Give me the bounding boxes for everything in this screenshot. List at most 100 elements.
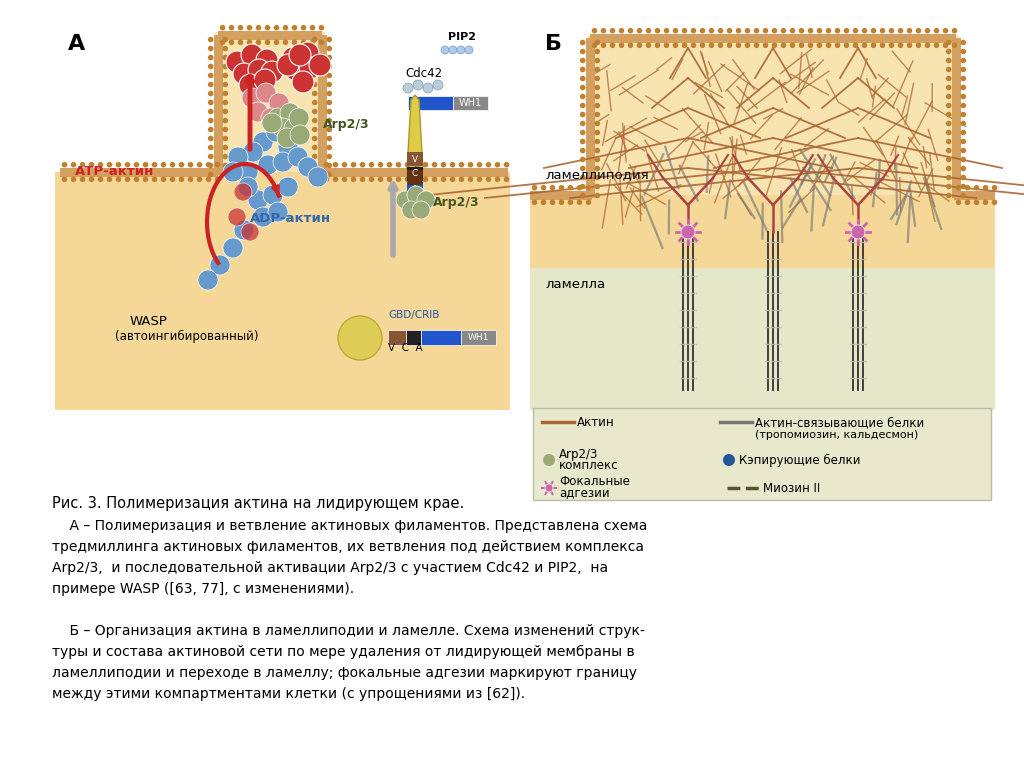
Circle shape [206, 162, 211, 167]
Circle shape [312, 82, 317, 87]
Circle shape [233, 63, 255, 85]
Circle shape [269, 93, 289, 113]
Circle shape [744, 42, 751, 48]
Bar [421, 330, 461, 345]
Text: GBD/CRIB: GBD/CRIB [388, 310, 439, 320]
Circle shape [983, 199, 988, 205]
Circle shape [545, 484, 553, 492]
Circle shape [723, 454, 735, 466]
Circle shape [222, 136, 228, 141]
Circle shape [208, 82, 213, 87]
Circle shape [601, 28, 606, 34]
Circle shape [567, 185, 573, 190]
Circle shape [580, 84, 586, 91]
Circle shape [292, 71, 314, 93]
Circle shape [327, 109, 332, 114]
Circle shape [198, 270, 218, 290]
Circle shape [965, 199, 971, 205]
Circle shape [580, 156, 586, 163]
Circle shape [197, 162, 203, 167]
Bar [406, 330, 421, 345]
Circle shape [312, 136, 317, 141]
Circle shape [817, 28, 822, 34]
Circle shape [404, 176, 411, 182]
Circle shape [283, 39, 289, 45]
Bar [453, 96, 488, 110]
Circle shape [208, 109, 213, 114]
Circle shape [369, 162, 375, 167]
Circle shape [187, 176, 194, 182]
Circle shape [946, 48, 951, 54]
Circle shape [862, 28, 867, 34]
Bar [954, 190, 995, 199]
Text: ламеллиподия: ламеллиподия [545, 168, 648, 181]
Circle shape [395, 176, 401, 182]
Circle shape [457, 46, 465, 54]
Circle shape [413, 80, 423, 90]
Circle shape [580, 193, 586, 199]
Circle shape [961, 48, 966, 54]
Circle shape [278, 177, 298, 197]
Circle shape [170, 176, 175, 182]
Circle shape [222, 172, 228, 177]
Circle shape [312, 37, 317, 42]
Circle shape [312, 153, 317, 160]
Text: Arp2/3: Arp2/3 [559, 448, 598, 461]
Text: (автоингибированный): (автоингибированный) [115, 330, 258, 343]
Text: A: A [412, 185, 418, 193]
Circle shape [682, 42, 687, 48]
Circle shape [727, 28, 732, 34]
Circle shape [468, 176, 473, 182]
Circle shape [208, 100, 213, 105]
Circle shape [504, 176, 509, 182]
Circle shape [222, 46, 228, 51]
Text: WASP: WASP [130, 315, 168, 328]
Circle shape [580, 58, 586, 64]
Circle shape [595, 67, 600, 72]
Circle shape [327, 163, 332, 168]
Text: Arp2/3: Arp2/3 [323, 118, 370, 131]
Circle shape [414, 176, 419, 182]
Circle shape [116, 162, 121, 167]
Circle shape [263, 185, 283, 205]
Polygon shape [407, 95, 423, 170]
Circle shape [222, 153, 228, 160]
Circle shape [278, 128, 297, 148]
Circle shape [327, 136, 332, 141]
Circle shape [799, 42, 804, 48]
Circle shape [242, 88, 262, 108]
Circle shape [97, 176, 103, 182]
Circle shape [222, 100, 228, 105]
Circle shape [312, 163, 317, 168]
Bar [213, 35, 222, 175]
Circle shape [485, 176, 492, 182]
Text: V  C  A: V C A [388, 343, 423, 353]
Circle shape [628, 42, 633, 48]
Circle shape [595, 148, 600, 153]
Polygon shape [407, 170, 423, 185]
Circle shape [946, 139, 951, 144]
Circle shape [673, 28, 678, 34]
Circle shape [234, 183, 252, 201]
Circle shape [946, 103, 951, 108]
Circle shape [254, 69, 276, 91]
Text: Cdc42: Cdc42 [406, 67, 442, 80]
Circle shape [312, 100, 317, 105]
Circle shape [238, 39, 244, 45]
Circle shape [628, 28, 633, 34]
Circle shape [637, 42, 642, 48]
Circle shape [350, 176, 356, 182]
Circle shape [226, 51, 248, 73]
Circle shape [709, 42, 715, 48]
Circle shape [595, 48, 600, 54]
Circle shape [961, 58, 966, 64]
Circle shape [592, 42, 597, 48]
Circle shape [284, 118, 304, 138]
Circle shape [595, 120, 600, 127]
Circle shape [208, 172, 213, 177]
Circle shape [273, 118, 293, 138]
Circle shape [943, 42, 948, 48]
Circle shape [961, 139, 966, 144]
Text: Б – Организация актина в ламеллиподии и ламелле. Схема изменений струк-: Б – Организация актина в ламеллиподии и … [52, 624, 645, 638]
Circle shape [580, 67, 586, 72]
